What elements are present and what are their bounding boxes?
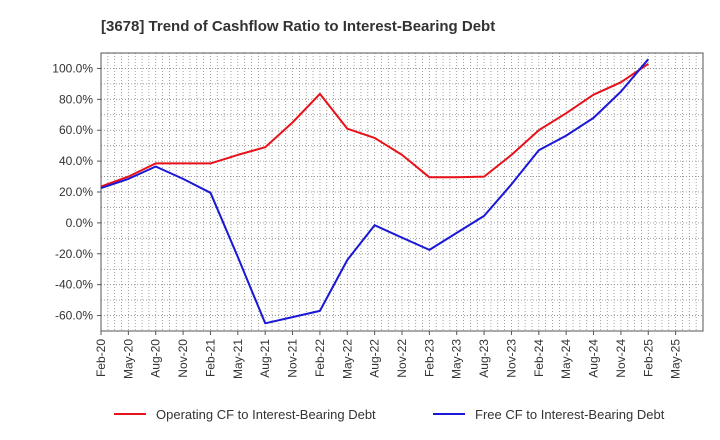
y-tick-label: 40.0% bbox=[59, 154, 93, 168]
x-tick-label: Nov-21 bbox=[286, 339, 300, 378]
y-tick-label: 80.0% bbox=[59, 92, 93, 106]
x-tick-label: Aug-22 bbox=[368, 339, 382, 378]
y-tick-label: 100.0% bbox=[52, 61, 93, 75]
x-tick-label: May-20 bbox=[121, 339, 135, 379]
x-tick-label: May-22 bbox=[340, 339, 354, 379]
legend-item-operating-cf: Operating CF to Interest-Bearing Debt bbox=[114, 407, 376, 422]
x-tick-label: Nov-22 bbox=[395, 339, 409, 378]
legend-item-free-cf: Free CF to Interest-Bearing Debt bbox=[433, 407, 665, 422]
legend-label-operating-cf: Operating CF to Interest-Bearing Debt bbox=[156, 407, 376, 422]
y-tick-label: 60.0% bbox=[59, 123, 93, 137]
y-tick-label: -60.0% bbox=[55, 309, 93, 323]
x-tick-label: Nov-24 bbox=[614, 339, 628, 378]
x-tick-label: Aug-24 bbox=[587, 339, 601, 378]
x-tick-label: May-24 bbox=[559, 339, 573, 379]
y-tick-label: 0.0% bbox=[66, 216, 94, 230]
x-tick-label: Aug-23 bbox=[477, 339, 491, 378]
x-tick-label: Feb-25 bbox=[641, 339, 655, 377]
y-tick-label: -20.0% bbox=[55, 247, 93, 261]
x-tick-label: Feb-21 bbox=[203, 339, 217, 377]
x-tick-label: Aug-20 bbox=[149, 339, 163, 378]
x-tick-label: Feb-23 bbox=[422, 339, 436, 377]
x-tick-label: Nov-23 bbox=[504, 339, 518, 378]
legend-label-free-cf: Free CF to Interest-Bearing Debt bbox=[475, 407, 665, 422]
x-tick-label: Feb-24 bbox=[532, 339, 546, 377]
chart-title: [3678] Trend of Cashflow Ratio to Intere… bbox=[101, 18, 495, 35]
x-tick-label: Feb-20 bbox=[94, 339, 108, 377]
series-line-operating-cf bbox=[100, 62, 649, 188]
y-tick-label: 20.0% bbox=[59, 185, 93, 199]
legend: Operating CF to Interest-Bearing Debt Fr… bbox=[114, 407, 665, 422]
plot-area: 100.0% 80.0% 60.0% 40.0% 20.0% 0.0% -20.0% -40.… bbox=[52, 52, 704, 379]
x-tick-label: Feb-22 bbox=[313, 339, 327, 377]
x-tick-label: May-25 bbox=[669, 339, 683, 379]
x-tick-label: May-23 bbox=[450, 339, 464, 379]
x-tick-label: Aug-21 bbox=[258, 339, 272, 378]
x-tick-label: Nov-20 bbox=[176, 339, 190, 378]
series-line-free-cf bbox=[100, 58, 650, 325]
y-tick-label: -40.0% bbox=[55, 278, 93, 292]
x-tick-label: May-21 bbox=[231, 339, 245, 379]
